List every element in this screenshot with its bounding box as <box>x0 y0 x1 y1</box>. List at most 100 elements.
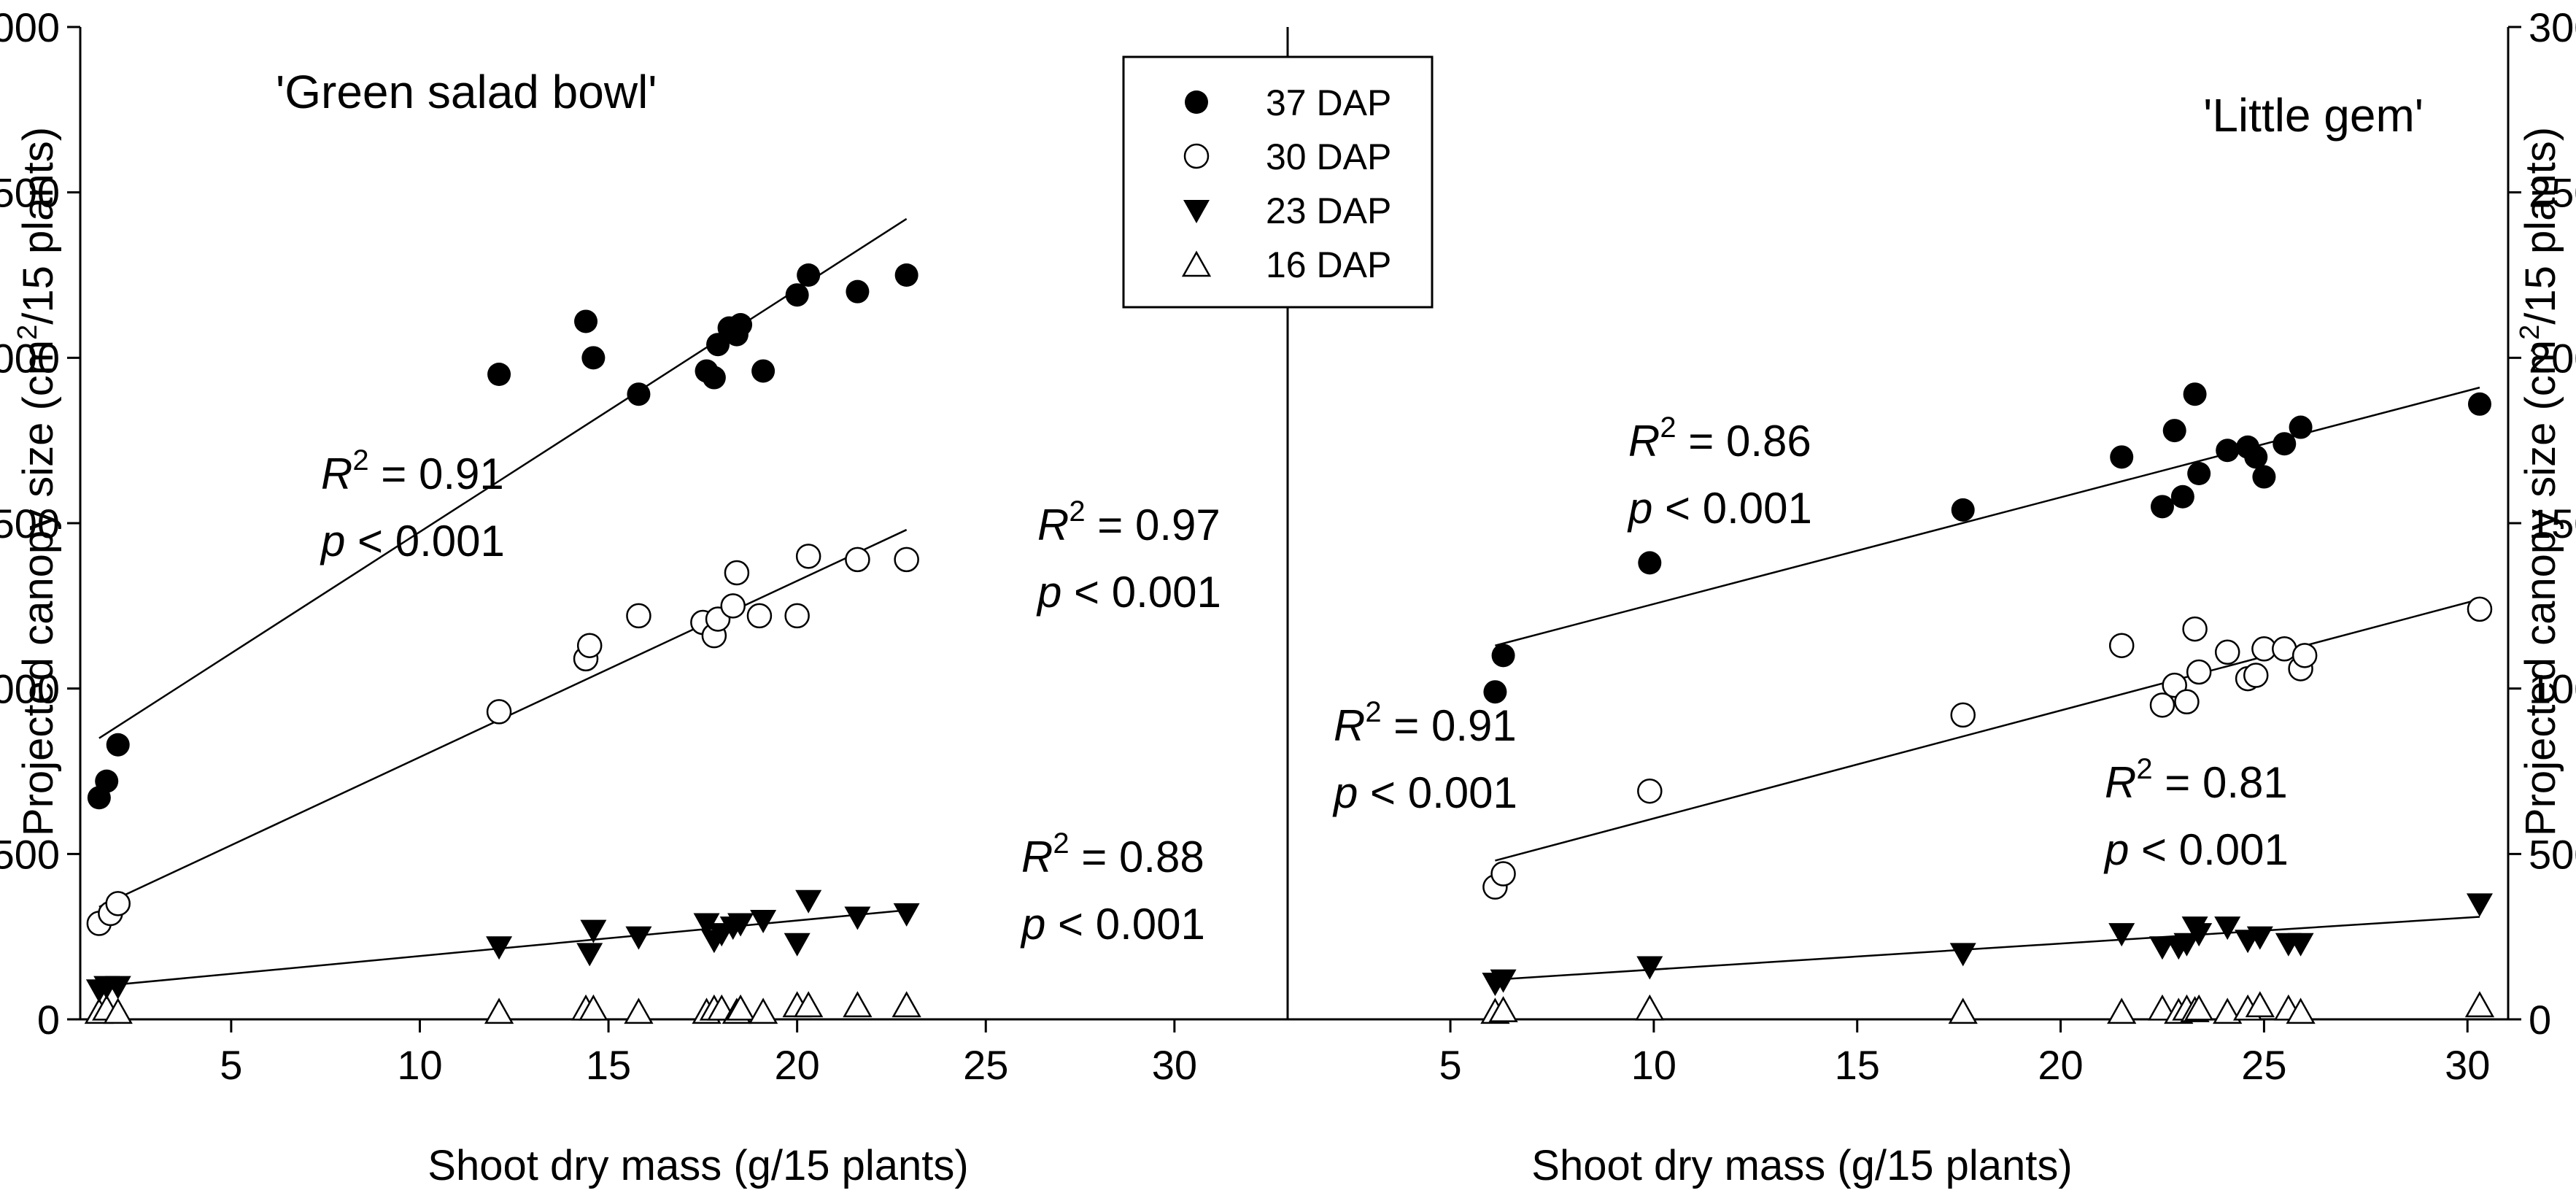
p-value-label: p < 0.001 <box>1036 568 1221 617</box>
y-tick-label: 2500 <box>2529 170 2576 216</box>
data-point <box>2108 923 2135 947</box>
data-point <box>2173 933 2200 957</box>
legend: 37 DAP 30 DAP 23 DAP 16 DAP <box>1122 55 1434 309</box>
data-point <box>574 309 598 333</box>
data-point <box>693 913 720 937</box>
data-point <box>2108 633 2135 658</box>
x-tick-label: 30 <box>2445 1042 2490 1088</box>
data-point <box>2186 659 2212 685</box>
x-tick-label: 15 <box>1835 1042 1880 1088</box>
data-point <box>484 997 514 1024</box>
data-point <box>2246 926 2273 950</box>
regression-line <box>98 217 908 739</box>
data-point <box>2150 495 2174 519</box>
data-point <box>1951 498 1975 522</box>
data-point <box>2466 893 2493 917</box>
y-tick-label: 500 <box>2529 831 2576 877</box>
data-point <box>104 976 131 1000</box>
data-point <box>486 936 513 960</box>
data-point <box>1949 943 1976 967</box>
panel-left: 5 10 15 20 25 30 0 500 1000 1500 2000 2500 3000 R2 = … <box>0 4 1289 1088</box>
legend-item-37dap: 37 DAP <box>1185 82 1391 123</box>
x-tick-label: 30 <box>1152 1042 1197 1088</box>
data-point <box>843 991 873 1018</box>
data-point <box>750 910 777 933</box>
data-point <box>2107 997 2137 1024</box>
y-axis-label-left: Projected canopy size (cm2/15 plants) <box>12 127 62 836</box>
data-point <box>1636 956 1663 980</box>
data-point <box>1637 778 1663 804</box>
data-point <box>1948 997 1978 1024</box>
data-point <box>2216 439 2240 463</box>
panel-right: 5 10 15 20 25 30 0 500 1000 1500 2000 2500 3000 R2 = … <box>1286 4 2576 1088</box>
legend-marker-filled-circle <box>1185 90 1208 114</box>
regression-line <box>1495 386 2480 646</box>
data-point <box>2291 643 2318 668</box>
plot-layer: 5 10 15 20 25 30 0 500 1000 1500 2000 2500 3000 R2 = … <box>0 4 2576 1088</box>
data-point <box>748 997 778 1024</box>
data-point <box>729 313 753 336</box>
panel-title-right: 'Little gem' <box>2203 89 2424 142</box>
x-tick-label: 15 <box>586 1042 631 1088</box>
x-tick-label: 25 <box>963 1042 1008 1088</box>
data-point <box>576 633 603 658</box>
data-point <box>2273 432 2297 456</box>
data-point <box>624 997 654 1024</box>
x-tick-label: 20 <box>775 1042 820 1088</box>
p-value-label: p < 0.001 <box>320 517 505 565</box>
p-value-label: p < 0.001 <box>1627 484 1812 533</box>
y-tick-label: 1500 <box>2529 501 2576 547</box>
r-squared-label: R2 = 0.88 <box>1021 827 1204 881</box>
legend-label: 30 DAP <box>1266 136 1391 177</box>
p-value-label: p < 0.001 <box>1020 900 1205 949</box>
data-point <box>2467 392 2491 416</box>
data-point <box>1490 969 1517 993</box>
data-point <box>576 943 603 967</box>
data-point <box>2244 445 2268 469</box>
data-point <box>1638 551 1662 575</box>
data-point <box>894 263 918 287</box>
y-tick-label: 2500 <box>0 170 60 216</box>
legend-label: 23 DAP <box>1266 190 1391 231</box>
legend-item-30dap: 30 DAP <box>1183 136 1391 177</box>
data-point <box>797 263 821 287</box>
data-point <box>845 547 870 573</box>
data-point <box>2184 994 2214 1021</box>
data-point <box>2243 663 2269 688</box>
data-point <box>706 333 730 357</box>
data-point <box>627 382 651 406</box>
r-squared-label: R2 = 0.86 <box>1628 412 1811 466</box>
regression-line <box>1495 598 2480 862</box>
data-point <box>2286 997 2316 1024</box>
x-tick-label: 20 <box>2038 1042 2083 1088</box>
data-point <box>784 933 811 957</box>
y-tick-label: 3000 <box>0 4 60 50</box>
p-value-label: p < 0.001 <box>1332 768 1517 817</box>
data-point <box>893 903 920 927</box>
data-point <box>581 346 606 370</box>
r-squared-label: R2 = 0.91 <box>1334 696 1517 750</box>
data-point <box>720 593 746 619</box>
x-tick-label: 5 <box>220 1042 242 1088</box>
data-point <box>2214 916 2241 941</box>
data-point <box>2183 382 2207 406</box>
data-point <box>2213 997 2243 1024</box>
legend-item-23dap: 23 DAP <box>1183 190 1391 231</box>
x-tick-label: 10 <box>1631 1042 1676 1088</box>
data-point <box>1483 680 1507 704</box>
legend-box <box>1122 55 1434 309</box>
data-point <box>2149 692 2175 718</box>
data-point <box>487 363 511 386</box>
data-point <box>105 891 131 916</box>
data-point <box>785 283 809 307</box>
data-point <box>1635 994 1665 1021</box>
data-point <box>2147 994 2178 1021</box>
y-tick-label: 500 <box>0 831 60 877</box>
data-point <box>95 769 119 793</box>
data-point <box>1488 996 1518 1022</box>
data-point <box>751 359 775 383</box>
y-tick-label: 3000 <box>2529 4 2576 50</box>
r-squared-label: R2 = 0.81 <box>2105 753 2288 807</box>
y-tick-label: 0 <box>2529 997 2551 1043</box>
y-tick-label: 0 <box>37 997 60 1043</box>
